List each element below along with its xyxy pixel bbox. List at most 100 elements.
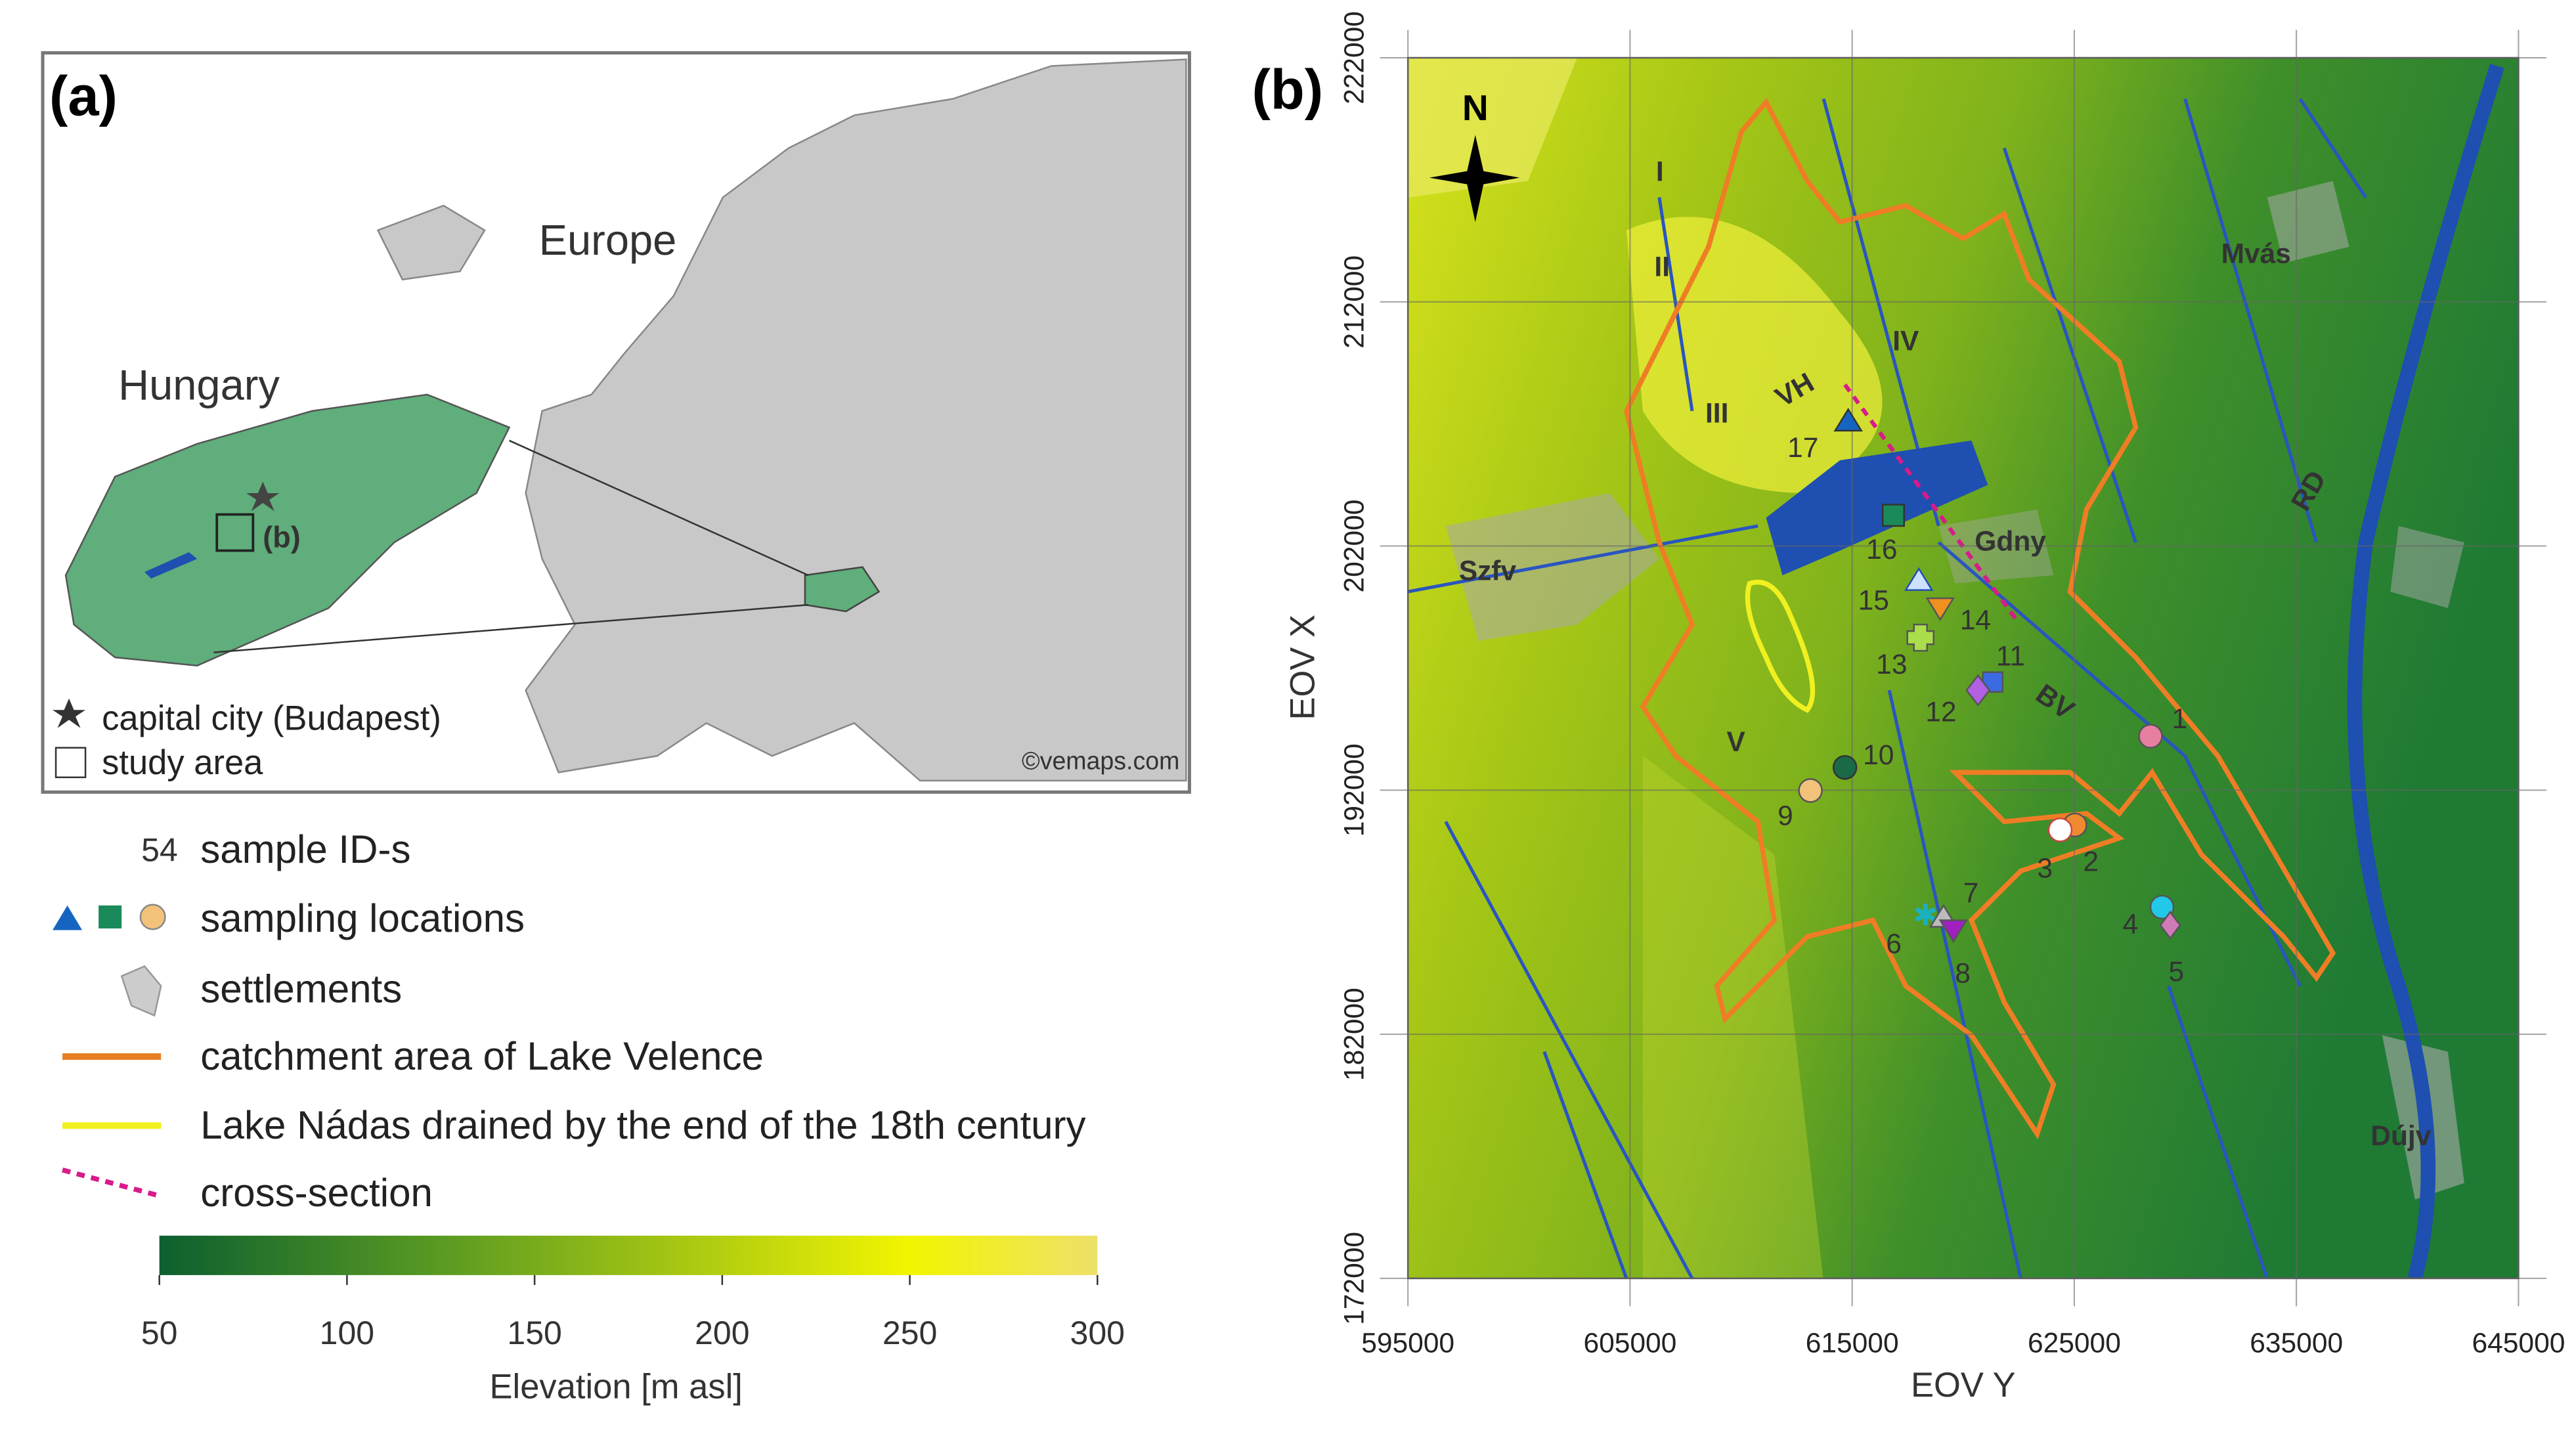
panel-label: (a)	[49, 66, 118, 128]
hungary-small	[804, 566, 881, 613]
sample-marker	[2047, 817, 2073, 842]
north-label: N	[1462, 87, 1489, 128]
place-label: Gdny	[1975, 526, 2046, 557]
lake-balaton	[144, 552, 198, 579]
sample-id: 5	[2169, 956, 2185, 988]
colorbar-title: Elevation [m asl]	[490, 1368, 743, 1406]
sample-marker	[1906, 623, 1935, 652]
study-area-box	[215, 513, 255, 552]
sampling-markers: ✱	[1798, 408, 2181, 944]
europe-land	[525, 58, 1187, 782]
sample-id: 10	[1863, 739, 1894, 771]
grid: 595000 605000 615000 625000 635000 6450001720…	[1339, 11, 2565, 1359]
sample-id: 17	[1787, 432, 1818, 464]
settlement	[2267, 181, 2349, 263]
sample-marker	[1833, 408, 1863, 432]
sample-id: 7	[1963, 877, 1979, 909]
x-tick-label: 645000	[2472, 1327, 2565, 1359]
legend-text: sampling locations	[200, 896, 525, 940]
sample-id: 1	[2172, 703, 2188, 735]
y-tick-label: 192000	[1339, 743, 1370, 837]
place-label: Szfv	[1459, 556, 1517, 587]
x-tick-label: 635000	[2250, 1327, 2343, 1359]
catchment	[1623, 97, 2336, 1140]
lake-nadas	[1745, 579, 1816, 713]
legend-text: settlements	[200, 967, 402, 1011]
colorbar-ticks: 50 100 150 200 250 300	[141, 1275, 1125, 1351]
hills	[1408, 57, 1577, 198]
river-danube	[2347, 64, 2504, 1278]
map-label: Hungary	[118, 360, 280, 408]
legend-text: Lake Nádas drained by the end of the 18t…	[200, 1103, 1085, 1147]
stream	[1408, 98, 2367, 1278]
legend-star	[53, 698, 86, 728]
legend-text: study area	[102, 743, 263, 782]
map-label: (b)	[263, 521, 300, 554]
sample-id: 15	[1858, 585, 1889, 617]
legend-icon	[53, 905, 83, 930]
north-arrow	[1429, 135, 1520, 223]
colorbar-tick-label: 100	[320, 1315, 374, 1351]
sample-marker	[1965, 674, 1991, 707]
colorbar-tick-label: 150	[507, 1315, 561, 1351]
feature-label: V	[1727, 726, 1746, 758]
x-tick-label: 615000	[1806, 1327, 1899, 1359]
settlement	[1445, 492, 1659, 642]
sample-id: 2	[2083, 846, 2099, 877]
connector	[213, 603, 809, 653]
sample-id: 3	[2037, 852, 2053, 884]
y-tick-label: 212000	[1339, 255, 1370, 349]
sample-ids: 1 2 3 4 5 6 7 8 9 10 11 12 13 14 15 16 1…	[1778, 432, 2187, 990]
sample-marker	[1881, 504, 1905, 527]
feature-label: IV	[1892, 325, 1919, 357]
legend-text: capital city (Budapest)	[102, 699, 441, 737]
legend-icon	[120, 965, 162, 1017]
map-body	[1408, 57, 2519, 1278]
sample-marker	[1798, 778, 1823, 803]
x-tick-label: 595000	[1361, 1327, 1454, 1359]
x-tick-label: 625000	[2028, 1327, 2121, 1359]
legend-text: catchment area of Lake Velence	[200, 1034, 764, 1078]
feature-label: III	[1705, 397, 1728, 429]
sample-id: 9	[1778, 800, 1793, 831]
legend-sample-id: 54	[141, 831, 178, 868]
legend-icon	[62, 1167, 162, 1199]
terrain	[1408, 57, 2519, 1278]
y-tick-label: 182000	[1339, 988, 1370, 1081]
sample-id: 13	[1876, 649, 1907, 680]
colorbar	[159, 1235, 1098, 1275]
map-label: Europe	[539, 216, 677, 264]
hills	[1642, 756, 1823, 1278]
sample-marker	[2159, 910, 2181, 940]
place-label: Mvás	[2221, 238, 2291, 270]
feature-label: II	[1654, 251, 1670, 283]
place-label: Dújv	[2370, 1120, 2431, 1152]
colorbar-tick-label: 300	[1070, 1315, 1125, 1351]
colorbar-tick-label: 200	[695, 1315, 749, 1351]
hungary-large	[64, 393, 511, 666]
legend-text: cross-section	[200, 1171, 433, 1215]
x-tick-label: 605000	[1583, 1327, 1676, 1359]
y-tick-label: 202000	[1339, 500, 1370, 593]
sample-marker	[2138, 724, 2163, 749]
sample-id: 8	[1955, 958, 1971, 990]
sample-id: 6	[1886, 928, 1902, 960]
sample-id: 11	[1996, 641, 2025, 672]
x-axis-title: EOV Y	[1911, 1366, 2016, 1405]
sample-marker	[1832, 755, 1858, 780]
sample-id: 14	[1960, 605, 1991, 636]
sample-marker	[1904, 567, 1934, 591]
legend-icon	[98, 905, 122, 928]
capital-star	[246, 481, 280, 512]
sample-id: 4	[2122, 909, 2138, 940]
feature-label: I	[1656, 156, 1664, 188]
y-tick-label: 172000	[1339, 1232, 1370, 1325]
legend-icon	[139, 904, 166, 930]
y-tick-label: 222000	[1339, 11, 1370, 104]
sample-marker	[2149, 894, 2175, 920]
cross-section	[1843, 383, 2019, 622]
y-axis-title: EOV X	[1284, 615, 1322, 720]
credit: ©vemaps.com	[1022, 747, 1179, 774]
